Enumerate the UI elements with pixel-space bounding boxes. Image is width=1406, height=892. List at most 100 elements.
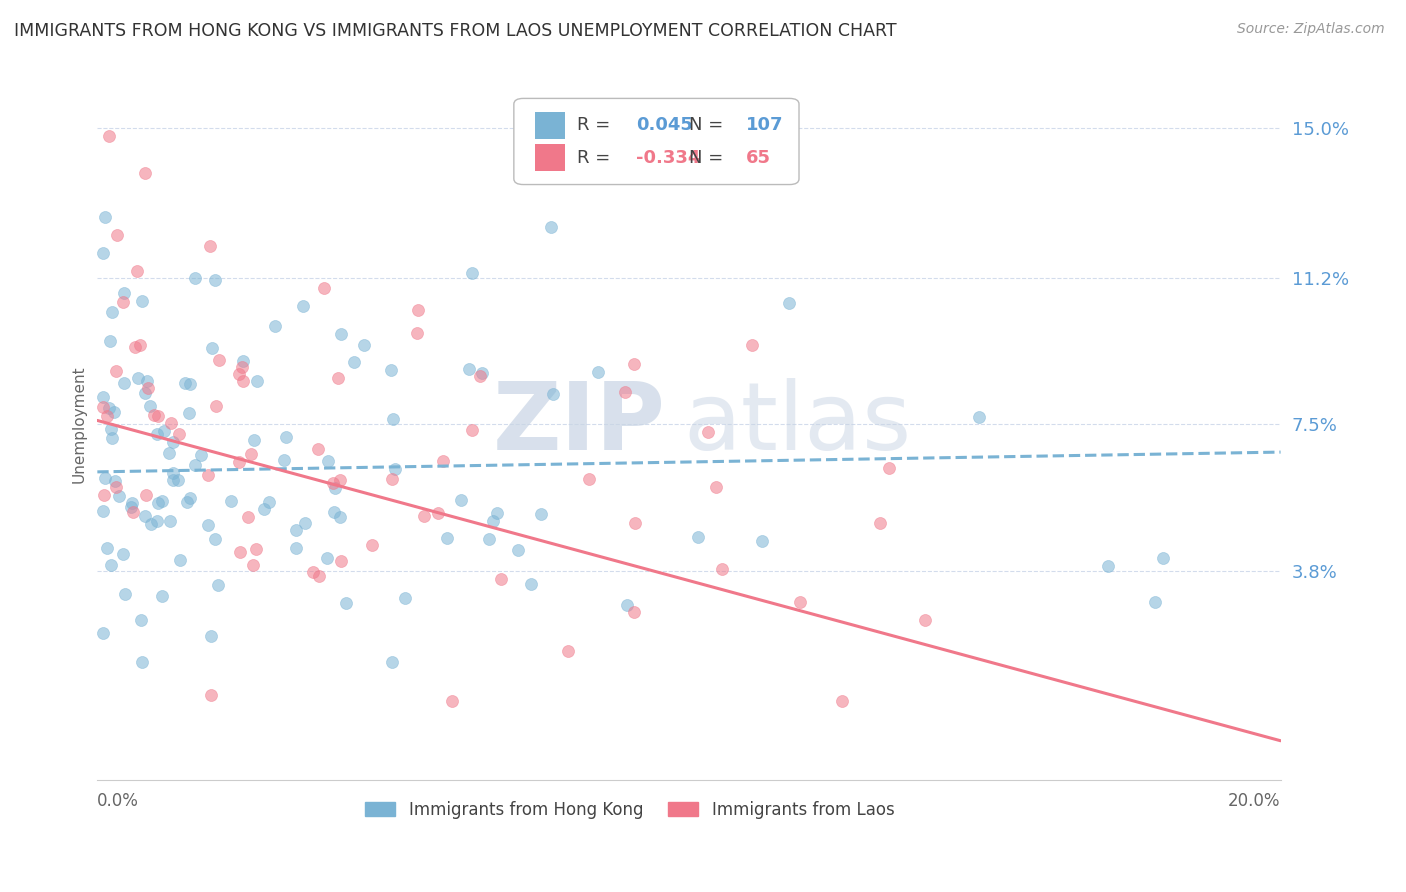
Point	[112, 285, 135, 300]
Point	[176, 495, 198, 509]
Point	[541, 386, 564, 401]
Point	[201, 341, 224, 355]
Point	[778, 295, 800, 310]
Point	[557, 644, 579, 658]
Text: -0.334: -0.334	[636, 149, 700, 167]
Point	[101, 431, 124, 445]
Point	[169, 426, 191, 441]
Point	[312, 281, 335, 295]
Point	[131, 655, 153, 669]
Point	[361, 538, 384, 552]
Point	[471, 366, 494, 380]
Point	[97, 401, 120, 415]
Point	[159, 417, 181, 431]
Point	[200, 629, 222, 643]
Point	[284, 524, 307, 538]
Point	[291, 299, 314, 313]
Point	[294, 516, 316, 531]
Point	[381, 412, 404, 426]
Text: Source: ZipAtlas.com: Source: ZipAtlas.com	[1237, 22, 1385, 37]
Point	[697, 425, 720, 439]
Point	[240, 447, 263, 461]
Text: N =: N =	[689, 116, 728, 134]
Point	[246, 374, 269, 388]
Text: IMMIGRANTS FROM HONG KONG VS IMMIGRANTS FROM LAOS UNEMPLOYMENT CORRELATION CHART: IMMIGRANTS FROM HONG KONG VS IMMIGRANTS …	[14, 22, 897, 40]
Point	[153, 425, 176, 439]
Point	[112, 376, 135, 390]
Point	[100, 422, 122, 436]
Point	[231, 360, 253, 375]
Point	[616, 598, 638, 612]
Point	[162, 473, 184, 487]
Point	[486, 506, 509, 520]
Point	[100, 558, 122, 572]
Point	[93, 211, 115, 225]
Point	[150, 494, 173, 508]
Point	[440, 694, 463, 708]
Point	[406, 326, 429, 341]
Point	[204, 533, 226, 547]
Point	[141, 516, 163, 531]
FancyBboxPatch shape	[513, 98, 799, 185]
Point	[412, 508, 434, 523]
Point	[323, 481, 346, 495]
Point	[228, 455, 250, 469]
Point	[136, 381, 159, 395]
Point	[427, 506, 450, 520]
Point	[91, 400, 114, 414]
Point	[146, 409, 169, 424]
Point	[326, 371, 349, 385]
Point	[198, 239, 221, 253]
Point	[121, 496, 143, 510]
Point	[114, 587, 136, 601]
Point	[384, 462, 406, 476]
Point	[1097, 558, 1119, 573]
Point	[174, 376, 197, 391]
Point	[93, 488, 115, 502]
Point	[162, 435, 184, 450]
Point	[623, 605, 645, 619]
Point	[789, 595, 811, 609]
Point	[710, 562, 733, 576]
Point	[436, 531, 458, 545]
Point	[432, 454, 454, 468]
Point	[107, 489, 129, 503]
Point	[146, 427, 169, 442]
Point	[184, 271, 207, 285]
Point	[205, 399, 228, 413]
Point	[139, 399, 162, 413]
Point	[131, 294, 153, 309]
Point	[121, 505, 143, 519]
Point	[101, 304, 124, 318]
Text: 20.0%: 20.0%	[1227, 792, 1281, 810]
Point	[166, 473, 188, 487]
Point	[135, 487, 157, 501]
Point	[100, 334, 122, 349]
Point	[460, 267, 482, 281]
Point	[316, 454, 339, 468]
Text: 65: 65	[745, 149, 770, 167]
Point	[450, 492, 472, 507]
Text: 107: 107	[745, 116, 783, 134]
Point	[394, 591, 416, 605]
Point	[831, 694, 853, 708]
Text: N =: N =	[689, 149, 728, 167]
Point	[751, 534, 773, 549]
Point	[967, 409, 990, 424]
Point	[335, 596, 357, 610]
Text: 0.0%: 0.0%	[97, 792, 139, 810]
Point	[330, 326, 353, 341]
Point	[159, 514, 181, 528]
Point	[329, 510, 352, 524]
Text: R =: R =	[576, 149, 616, 167]
Point	[520, 577, 543, 591]
Point	[381, 472, 404, 486]
Point	[879, 461, 901, 475]
Point	[135, 374, 157, 388]
Point	[461, 423, 484, 437]
Point	[1152, 550, 1174, 565]
Point	[686, 529, 709, 543]
Point	[380, 655, 402, 669]
Point	[104, 364, 127, 378]
Point	[489, 572, 512, 586]
